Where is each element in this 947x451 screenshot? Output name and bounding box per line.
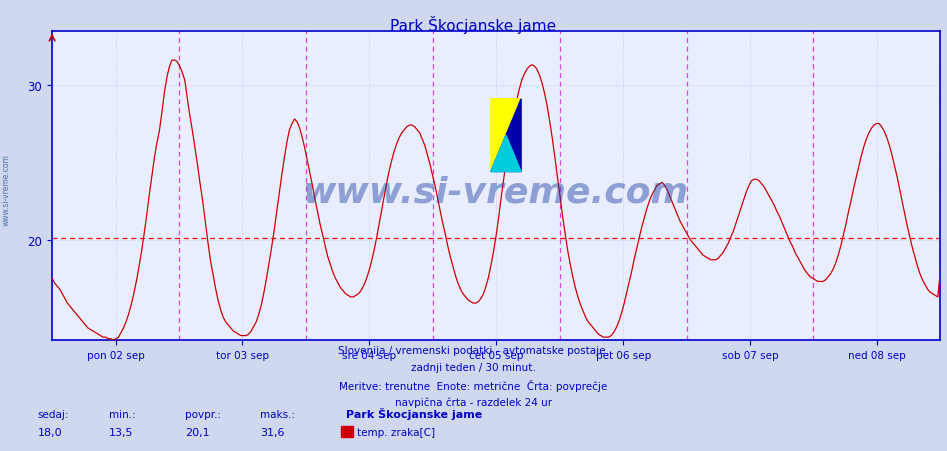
Text: sedaj:: sedaj: bbox=[38, 409, 69, 419]
Text: Park Škocjanske jame: Park Škocjanske jame bbox=[346, 407, 482, 419]
Text: Slovenija / vremenski podatki - avtomatske postaje.: Slovenija / vremenski podatki - avtomats… bbox=[338, 345, 609, 355]
Text: 18,0: 18,0 bbox=[38, 427, 63, 437]
Text: povpr.:: povpr.: bbox=[185, 409, 221, 419]
Text: www.si-vreme.com: www.si-vreme.com bbox=[303, 175, 689, 209]
Text: 20,1: 20,1 bbox=[185, 427, 209, 437]
Text: 13,5: 13,5 bbox=[109, 427, 134, 437]
Text: temp. zraka[C]: temp. zraka[C] bbox=[357, 427, 435, 437]
Text: maks.:: maks.: bbox=[260, 409, 295, 419]
Text: 31,6: 31,6 bbox=[260, 427, 285, 437]
Text: min.:: min.: bbox=[109, 409, 135, 419]
Polygon shape bbox=[491, 100, 521, 172]
Polygon shape bbox=[491, 136, 521, 172]
Text: www.si-vreme.com: www.si-vreme.com bbox=[2, 153, 11, 226]
Text: Park Škocjanske jame: Park Škocjanske jame bbox=[390, 16, 557, 34]
Text: zadnji teden / 30 minut.: zadnji teden / 30 minut. bbox=[411, 362, 536, 372]
Text: navpična črta - razdelek 24 ur: navpična črta - razdelek 24 ur bbox=[395, 396, 552, 407]
Text: Meritve: trenutne  Enote: metrične  Črta: povprečje: Meritve: trenutne Enote: metrične Črta: … bbox=[339, 379, 608, 391]
Polygon shape bbox=[491, 100, 521, 172]
